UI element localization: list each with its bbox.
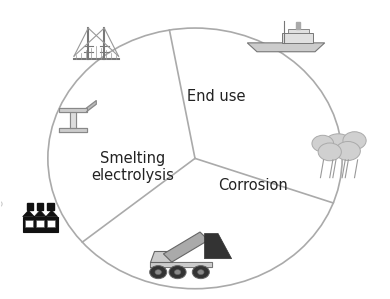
Polygon shape [48,203,54,210]
Polygon shape [163,232,208,262]
Polygon shape [296,22,300,29]
Circle shape [192,266,209,279]
Polygon shape [59,108,87,112]
Polygon shape [204,234,232,259]
Polygon shape [23,216,58,232]
Polygon shape [151,262,213,266]
Text: End use: End use [187,89,246,104]
Bar [48,220,55,227]
Bar [36,220,44,227]
Circle shape [343,132,366,150]
Circle shape [335,141,360,161]
Polygon shape [247,43,325,52]
Circle shape [150,266,167,279]
Circle shape [198,270,204,274]
Text: Corrosion: Corrosion [218,178,288,193]
Circle shape [324,134,353,156]
Polygon shape [23,210,58,216]
Polygon shape [59,128,87,132]
Circle shape [0,201,2,207]
Circle shape [318,143,341,161]
Polygon shape [70,112,76,128]
Polygon shape [288,29,309,33]
Bar [25,220,33,227]
Circle shape [169,266,186,279]
Circle shape [155,270,161,274]
Text: Smelting
electrolysis: Smelting electrolysis [92,151,174,184]
Polygon shape [87,101,96,112]
Circle shape [312,135,333,152]
Polygon shape [27,203,33,210]
Circle shape [174,270,181,274]
Polygon shape [282,33,313,43]
Polygon shape [37,203,43,210]
Polygon shape [151,251,172,262]
